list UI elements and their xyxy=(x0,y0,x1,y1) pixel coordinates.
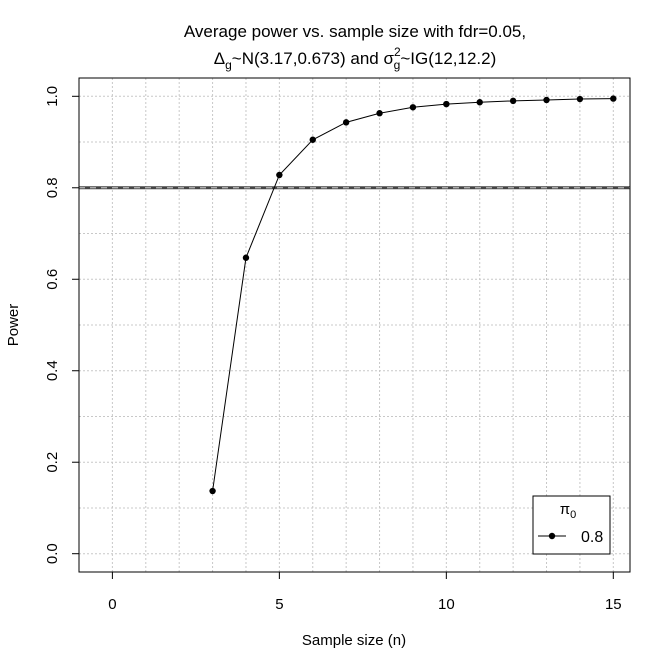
chart-title-line2: Δg~N(3.17,0.673) and σ2 g~IG(12,12.2) xyxy=(214,45,497,72)
y-tick-label: 0.2 xyxy=(44,452,61,473)
data-point xyxy=(610,95,617,102)
title-sigma-dist: ~IG(12,12.2) xyxy=(400,49,496,68)
plot-frame xyxy=(78,77,631,573)
data-point xyxy=(543,96,550,104)
y-tick-label: 0.8 xyxy=(44,177,61,198)
y-tick-label: 0.6 xyxy=(44,269,61,290)
title-delta-dist: ~N(3.17,0.673) and xyxy=(232,49,384,68)
data-point xyxy=(376,110,383,117)
x-tick-label: 10 xyxy=(438,596,455,613)
data-point xyxy=(509,97,517,105)
data-point xyxy=(309,136,316,143)
series-layer xyxy=(209,95,617,495)
legend-title: π0 xyxy=(560,501,576,521)
legend-box xyxy=(532,495,611,555)
axis-layer: 0 5 10 15 0.0 0.2 0.4 0.6 0.8 1.0 xyxy=(44,86,622,613)
x-tick-label: 0 xyxy=(108,596,116,613)
title-delta-sub: g xyxy=(225,58,232,72)
data-point xyxy=(342,119,350,126)
legend-entry-label: 0.8 xyxy=(581,529,603,546)
x-axis-label: Sample size (n) xyxy=(302,632,406,649)
y-axis-label: Power xyxy=(5,304,22,347)
y-tick-label: 0.4 xyxy=(44,360,61,381)
data-point xyxy=(443,100,450,108)
legend-marker-sample xyxy=(548,532,556,540)
y-tick-label: 0.0 xyxy=(44,543,61,564)
x-tick-label: 5 xyxy=(275,596,283,613)
y-tick-label: 1.0 xyxy=(44,86,61,107)
data-point xyxy=(276,171,283,179)
data-point xyxy=(209,487,216,495)
data-point xyxy=(409,104,417,111)
legend: π0 0.8 xyxy=(532,495,611,555)
chart-title-line1: Average power vs. sample size with fdr=0… xyxy=(184,22,526,41)
legend-title-sub: 0 xyxy=(570,509,576,521)
title-sigma-sub: g xyxy=(394,58,401,72)
legend-title-pi: π xyxy=(560,501,570,518)
title-sigma: σ xyxy=(383,49,394,68)
data-point xyxy=(242,254,250,261)
title-delta: Δ xyxy=(214,49,225,68)
x-tick-label: 15 xyxy=(605,596,622,613)
data-point xyxy=(576,95,584,103)
title-sigma-sup: 2 xyxy=(394,45,401,59)
data-point xyxy=(476,99,483,106)
